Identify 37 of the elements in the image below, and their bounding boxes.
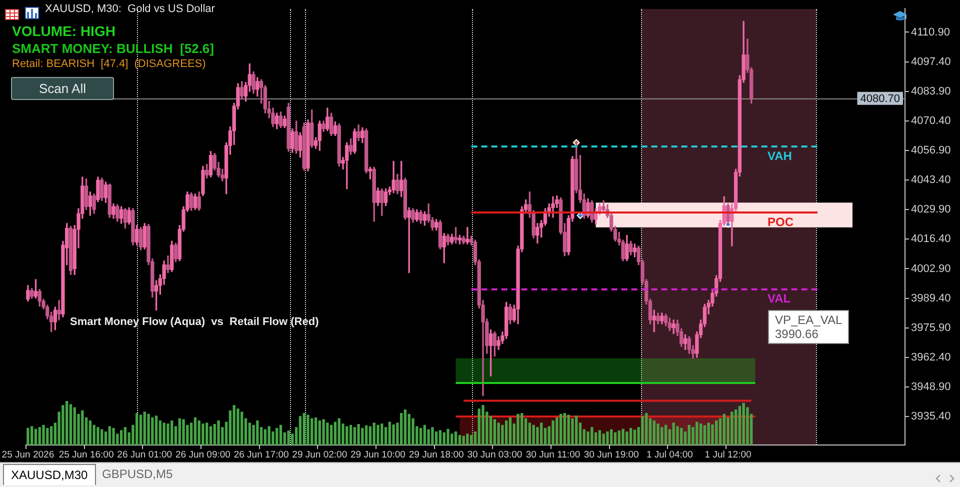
y-tick-label: 4110.90 — [911, 26, 950, 38]
x-tick-label: 29 Jun 18:00 — [408, 449, 464, 460]
x-tick-label: 26 Jun 09:00 — [176, 449, 230, 460]
x-tick-label: 1 Jul 12:00 — [704, 449, 752, 460]
y-tick-label: 4002.90 — [911, 262, 951, 275]
y-tick-label: 4070.40 — [911, 114, 951, 127]
series-label: POC — [767, 214, 794, 229]
y-tick-label: 4016.40 — [911, 233, 951, 246]
annotation: Retail: BEARISH [47.4] (DISAGREES) — [12, 58, 206, 71]
tooltip: VP_EA_VAL 3990.66 — [768, 310, 850, 344]
y-tick-label: 4043.40 — [911, 174, 951, 186]
x-tick-label: 26 Jun 17:00 — [234, 449, 289, 460]
y-tick-label: 4083.90 — [911, 85, 951, 98]
annotation: SMART MONEY: BULLISH [52.6] — [12, 41, 214, 56]
y-tick-label: 3975.90 — [911, 322, 951, 334]
x-tick-label: 30 Jun 03:00 — [467, 449, 522, 460]
x-tick-label: 30 Jun 11:00 — [526, 449, 580, 460]
chart-title: XAUUSD, M30: Gold vs US Dollar — [45, 3, 215, 16]
y-tick-label: 3989.40 — [911, 292, 951, 304]
x-tick-label: 29 Jun 10:00 — [350, 449, 406, 460]
x-tick-label: 25 Jun 2026 — [2, 449, 54, 460]
annotation: VOLUME: HIGH — [12, 23, 116, 39]
x-tick-label: 29 Jun 02:00 — [292, 449, 348, 460]
x-tick-label: 30 Jun 19:00 — [584, 449, 639, 460]
series-label: VAL — [767, 292, 791, 306]
y-tick-label: 3948.90 — [911, 381, 951, 394]
y-tick-label: 4097.40 — [911, 56, 951, 68]
x-tick-label: 26 Jun 01:00 — [117, 449, 172, 460]
y-tick-label: 3935.40 — [911, 410, 951, 423]
y-tick-label: 4029.90 — [911, 204, 951, 216]
x-tick-label: 25 Jun 16:00 — [58, 449, 114, 460]
x-tick-label: 1 Jul 04:00 — [646, 449, 693, 460]
y-tick-label: 3962.40 — [911, 351, 951, 364]
series-label: VAH — [767, 148, 792, 163]
ref-line-label: 4080.70 — [860, 92, 900, 105]
y-tick-label: 4056.90 — [911, 144, 951, 157]
annotation: Smart Money Flow (Aqua) vs Retail Flow (Red) — [70, 316, 319, 329]
